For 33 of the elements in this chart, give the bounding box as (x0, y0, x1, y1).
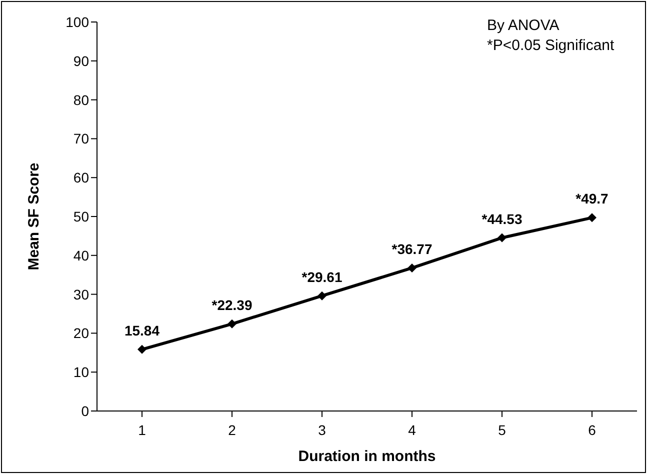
point (588, 213, 596, 222)
y-tick-label: 60 (73, 170, 90, 186)
y-tick-label: 90 (73, 52, 90, 69)
point (408, 263, 416, 272)
y-tick-label: 50 (73, 208, 90, 224)
y-tick-label: 40 (73, 247, 90, 264)
point (498, 233, 506, 242)
y-tick-label: 20 (73, 325, 90, 342)
x-tick-label: 6 (588, 422, 596, 438)
y-tick-label: 80 (73, 92, 90, 108)
point (138, 344, 146, 354)
y-axis-title: Mean SF Score (25, 162, 42, 270)
y-tick-label: 10 (73, 364, 90, 380)
x-tick-label: 1 (138, 422, 146, 438)
y-tick-label: 100 (66, 14, 90, 30)
data-label: *49.7 (576, 190, 609, 207)
point (228, 319, 236, 328)
y-tick-label: 70 (73, 130, 90, 147)
y-tick-label: 0 (81, 402, 90, 419)
data-label: *22.39 (212, 296, 252, 313)
data-label: 15.84 (124, 322, 160, 338)
data-label: *36.77 (392, 240, 432, 257)
x-tick-label: 3 (318, 422, 326, 438)
x-tick-label: 2 (228, 422, 236, 438)
annotation: *P<0.05 Significant (487, 36, 614, 56)
x-tick-label: 5 (498, 422, 506, 438)
data-label: *44.53 (482, 210, 522, 227)
annotation: By ANOVA (487, 16, 560, 36)
data-label: *29.61 (302, 268, 342, 285)
x-axis-title: Duration in months (298, 448, 436, 465)
point (318, 291, 326, 300)
y-tick-label: 30 (73, 286, 90, 302)
x-tick-label: 4 (408, 422, 416, 438)
